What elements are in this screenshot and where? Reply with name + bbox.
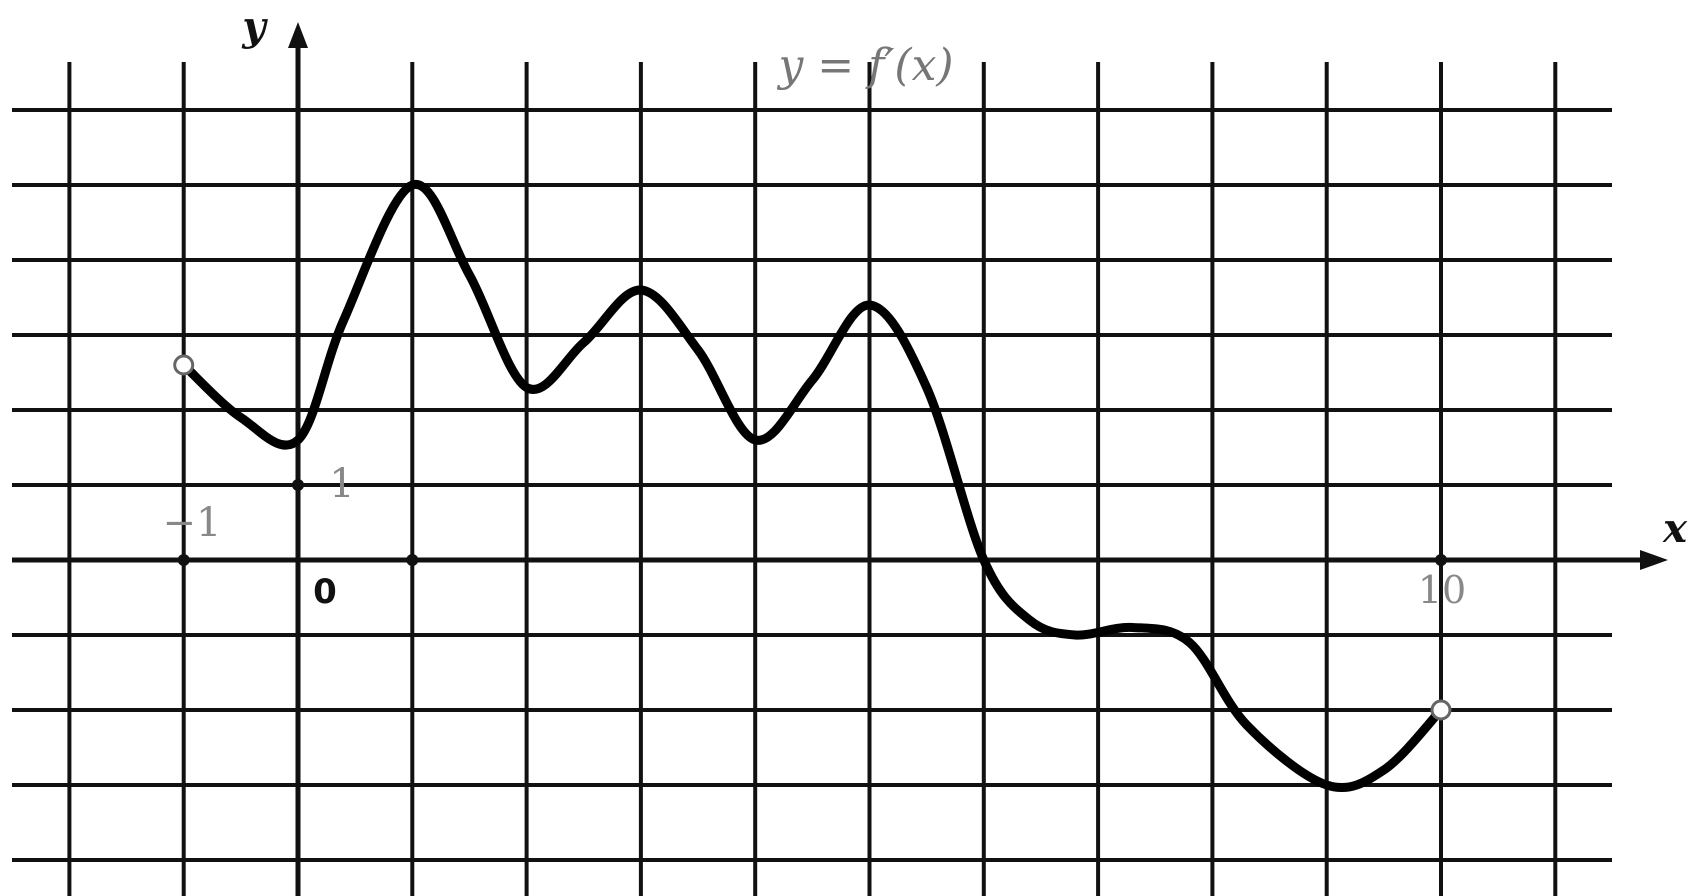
y-axis-label: y	[241, 3, 268, 50]
chart-title: y = f′(x)	[776, 40, 953, 91]
tick-marks	[177, 479, 1447, 566]
origin-label: 0	[313, 572, 337, 612]
tick-dot	[177, 554, 190, 566]
x-axis-label: x	[1662, 505, 1688, 552]
end-point	[1430, 699, 1452, 721]
tick-dot	[406, 554, 419, 566]
x-axis-arrow	[1640, 550, 1668, 570]
y-axis-arrow	[288, 22, 308, 48]
tick-dot	[292, 479, 304, 491]
endpoints	[173, 354, 1452, 721]
axes	[12, 22, 1668, 896]
f-prime-curve	[179, 180, 1446, 793]
grid	[12, 62, 1612, 896]
tick-label-x-neg1: −1	[163, 500, 222, 546]
start-point	[173, 354, 195, 376]
tick-label-x-10: 10	[1418, 568, 1466, 612]
tick-dot	[1435, 554, 1447, 566]
tick-label-y-1: 1	[329, 461, 354, 507]
